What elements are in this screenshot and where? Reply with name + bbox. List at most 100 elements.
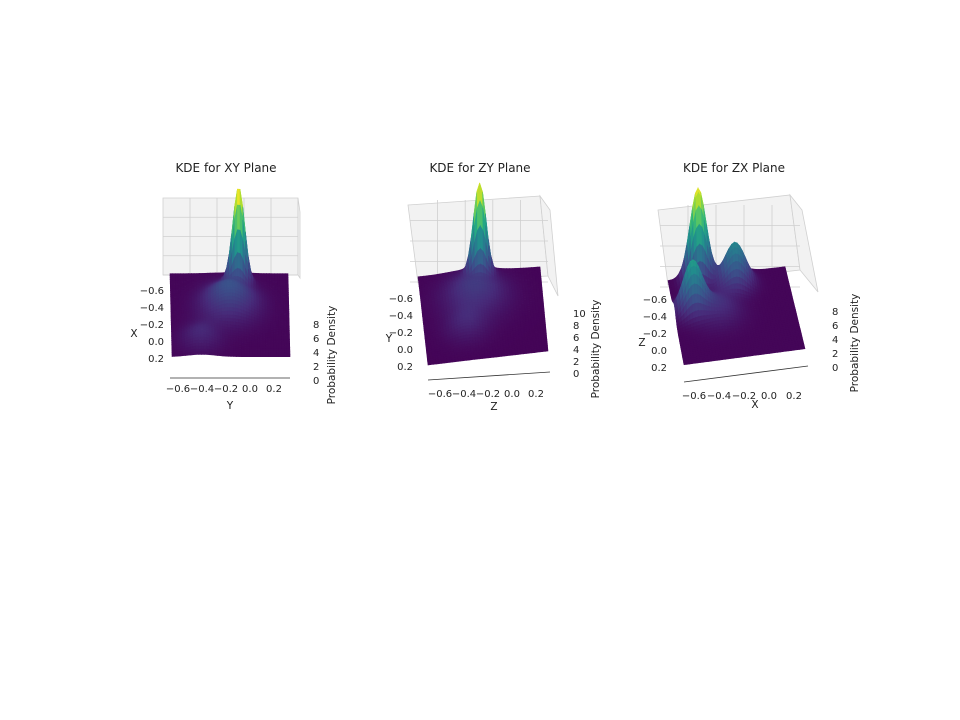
surface-facet	[227, 310, 231, 316]
surface-facet	[200, 334, 205, 338]
x-tick-label: −0.4	[452, 389, 476, 400]
surface-facet	[182, 352, 186, 357]
surface-facet	[516, 309, 520, 313]
z-tick-label: 8	[313, 320, 319, 331]
surface-facet	[237, 252, 241, 270]
surface-facet	[224, 314, 228, 319]
z-tick-label: 4	[313, 348, 319, 359]
surface-facet	[244, 354, 248, 358]
surface-facet	[228, 353, 232, 357]
surface-facet	[217, 352, 221, 357]
x-tick-label: −0.6	[166, 384, 190, 395]
x-tick-label: 0.0	[504, 389, 520, 400]
surface-facet	[249, 354, 253, 358]
surface-facet	[219, 314, 223, 319]
surface-facet	[185, 352, 189, 356]
density-surface	[169, 188, 291, 358]
y-axis-label: Y	[385, 333, 393, 345]
surface-facet	[200, 336, 205, 341]
surface-facet	[226, 289, 231, 294]
surface-facet	[198, 339, 202, 344]
y-tick-label: −0.4	[140, 303, 164, 314]
surface-facet	[190, 351, 194, 356]
surface-facet	[509, 352, 513, 356]
surface-facet	[229, 299, 234, 305]
surface-facet	[198, 342, 202, 347]
z-axis-label: Probability Density	[326, 306, 338, 405]
surface-facet	[213, 318, 218, 322]
surface-facet	[246, 354, 251, 358]
surface-facet	[198, 351, 202, 355]
x-tick-label: −0.2	[476, 389, 500, 400]
y-tick-label: −0.4	[389, 311, 413, 322]
z-tick-label: 6	[313, 334, 319, 345]
surface-facet	[198, 345, 202, 350]
y-tick-label: 0.0	[397, 345, 413, 356]
surface-facet	[224, 303, 228, 309]
surface-facet	[198, 336, 202, 341]
surface-facet	[203, 351, 208, 355]
y-tick-label: 0.2	[148, 354, 164, 365]
chart-title: KDE for ZX Plane	[683, 161, 785, 175]
surface-facet	[243, 342, 248, 346]
surface-facet	[229, 289, 233, 294]
surface-facet	[219, 317, 223, 322]
surface-facet	[224, 317, 228, 322]
x-tick-label: 0.0	[242, 384, 258, 395]
surface-facet	[211, 352, 216, 356]
surface-facet	[198, 334, 202, 338]
surface-facet	[235, 354, 240, 357]
surface-facet	[221, 314, 226, 319]
surface-facet	[229, 303, 234, 308]
surface-facet	[276, 354, 280, 358]
surface-facet	[221, 310, 226, 316]
surface-facet	[229, 314, 234, 319]
surface-facet	[227, 292, 231, 297]
surface-facet	[226, 295, 231, 301]
z-axis-label: Probability Density	[590, 300, 602, 399]
z-tick-label: 10	[573, 309, 586, 320]
surface-facet	[211, 318, 215, 322]
surface-facet	[252, 354, 256, 358]
surface-facet	[265, 354, 269, 358]
surface-facet	[187, 352, 192, 356]
surface-facet	[222, 353, 226, 357]
surface-facet	[227, 314, 231, 319]
x-tick-label: 0.2	[528, 389, 544, 400]
surface-facet	[229, 295, 233, 301]
surface-facet	[198, 348, 202, 353]
surface-facet	[237, 267, 241, 278]
surface-facet	[260, 354, 264, 358]
surface-facet	[227, 299, 231, 304]
surface-facet	[233, 354, 237, 357]
x-tick-label: 0.2	[266, 384, 282, 395]
surface-facet	[241, 354, 245, 358]
surface-facet	[229, 292, 234, 297]
y-tick-label: −0.6	[140, 286, 164, 297]
surface-facet	[195, 351, 200, 355]
chart-title: KDE for ZY Plane	[429, 161, 530, 175]
surface-facet	[281, 354, 285, 358]
surface-facet	[539, 349, 543, 353]
surface-facet	[214, 352, 218, 356]
surface-facet	[227, 321, 231, 326]
surface-facet	[216, 315, 220, 319]
surface-facet	[227, 303, 231, 308]
surface-facet	[216, 318, 220, 322]
surface-facet	[209, 351, 213, 356]
z-tick-label: 4	[573, 345, 579, 356]
surface-facet	[171, 353, 176, 357]
surface-facet	[201, 339, 205, 344]
x-tick-label: −0.2	[214, 384, 238, 395]
surface-facet	[227, 307, 231, 312]
y-tick-label: 0.2	[397, 362, 413, 373]
y-tick-label: −0.2	[140, 320, 164, 331]
surface-facet	[206, 351, 210, 356]
surface-facet	[229, 307, 234, 312]
x-axis-label: Y	[226, 400, 234, 412]
surface-facet	[234, 267, 238, 277]
surface-facet	[238, 354, 242, 358]
surface-facet	[221, 317, 226, 322]
surface-facet	[224, 310, 228, 316]
